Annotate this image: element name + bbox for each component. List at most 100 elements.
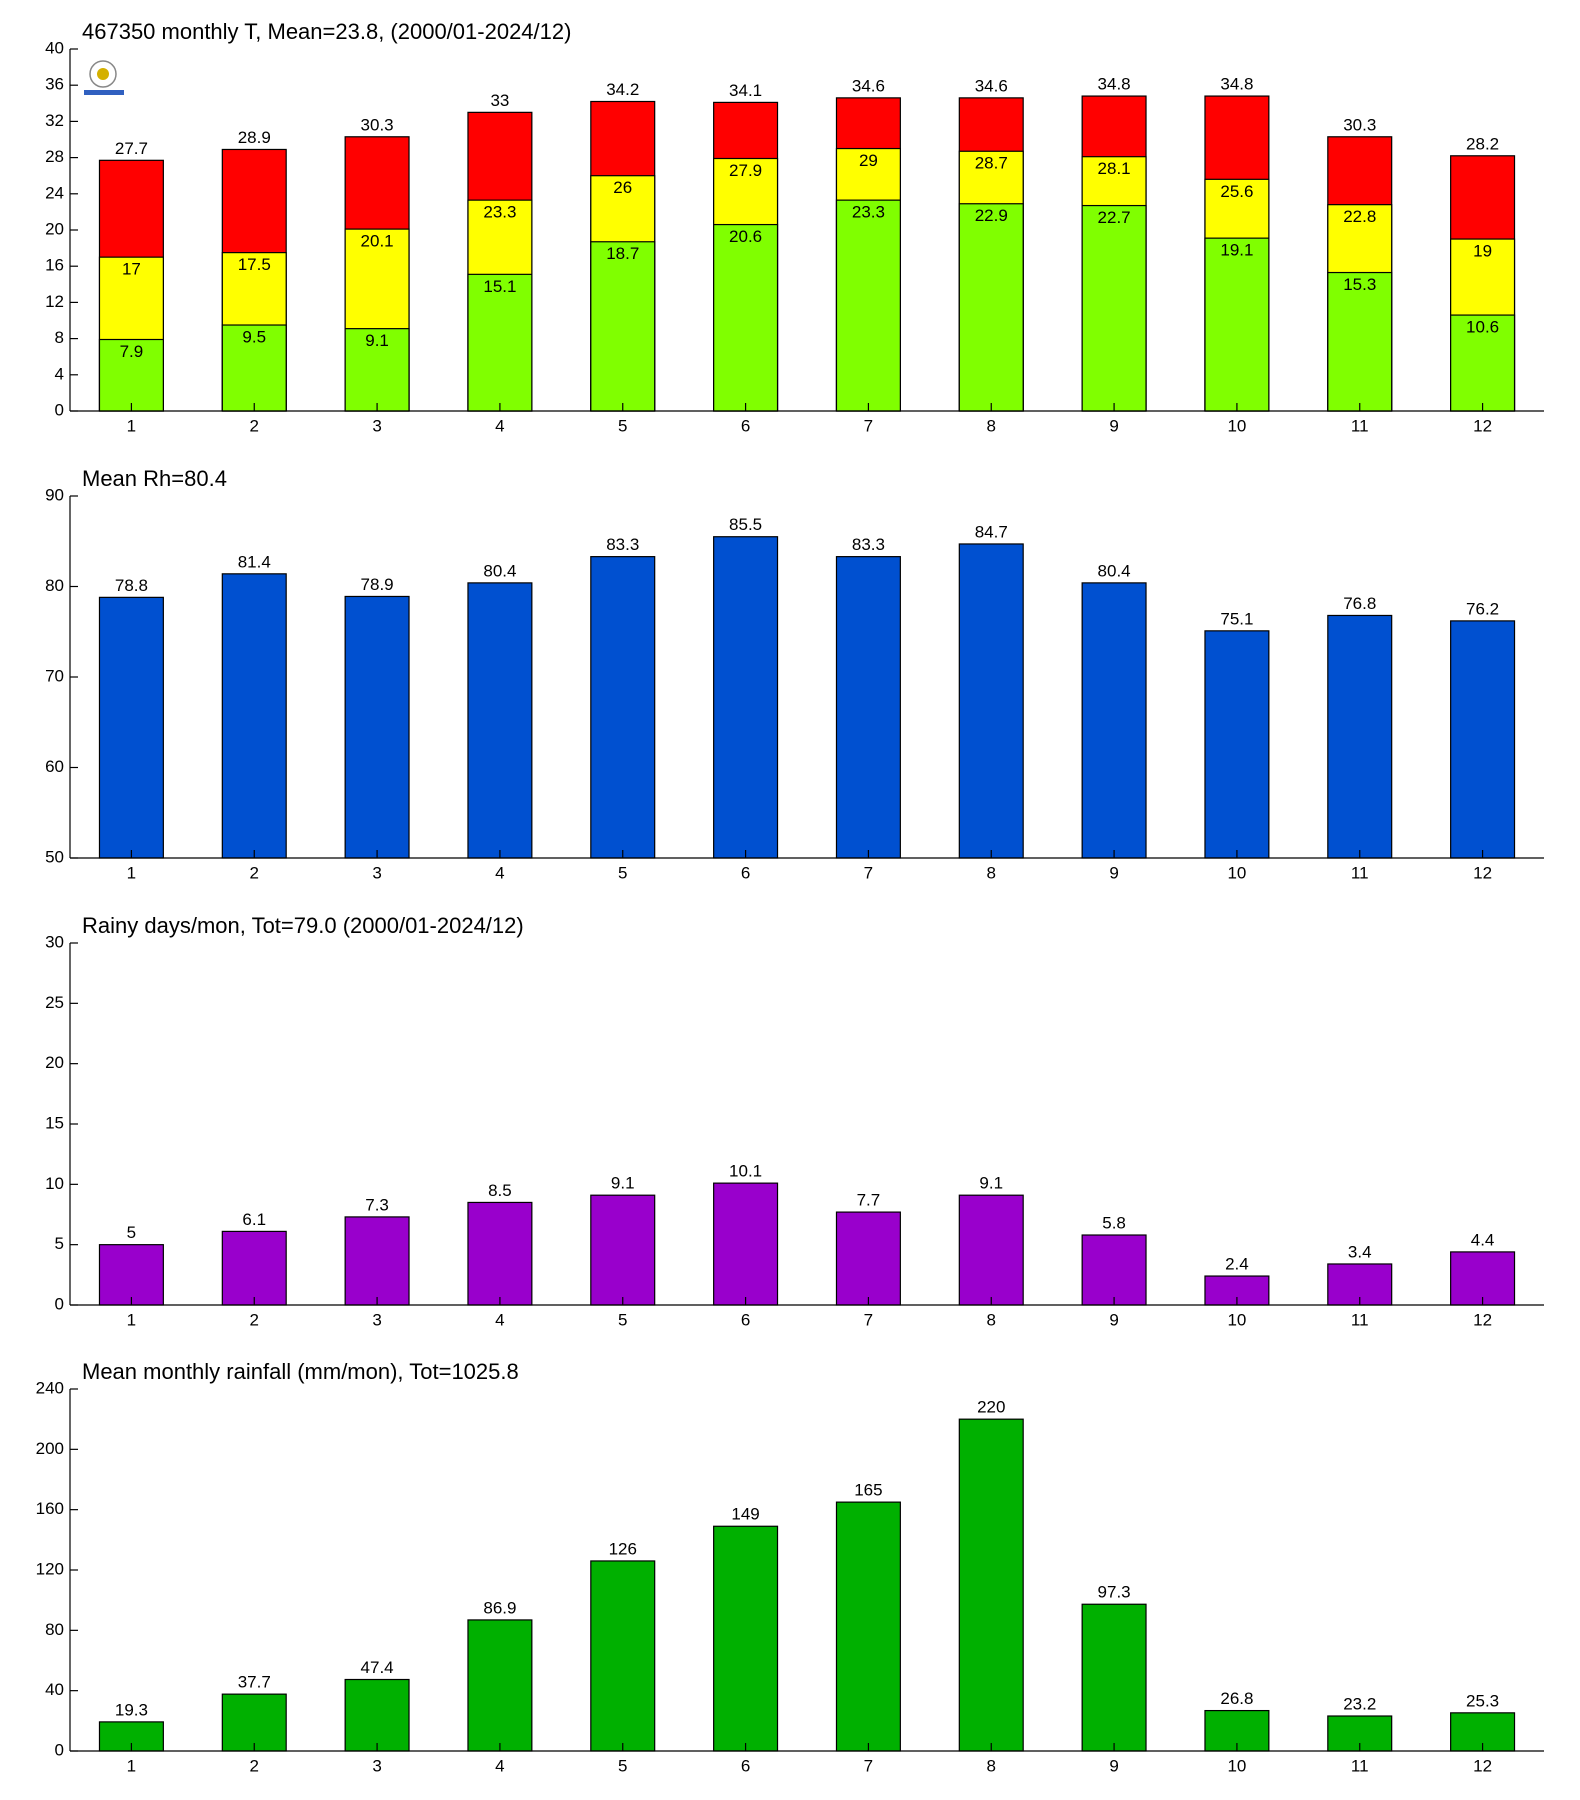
bar: [1327, 614, 1393, 859]
bar: [1081, 1603, 1147, 1752]
value-label: 7.9: [120, 342, 144, 361]
value-label: 26: [613, 178, 632, 197]
value-label: 19.3: [115, 1700, 148, 1719]
bar: [1081, 1234, 1147, 1306]
value-label: 78.9: [361, 575, 394, 594]
bar: [713, 536, 779, 859]
bar: [958, 1194, 1024, 1306]
bar: [221, 1230, 287, 1306]
y-tick-label: 80: [45, 576, 64, 595]
x-tick-label: 1: [127, 863, 136, 882]
value-label: 33: [490, 91, 509, 110]
bar: [835, 199, 901, 412]
chart-title: Mean monthly rainfall (mm/mon), Tot=1025…: [82, 1359, 519, 1384]
x-tick-label: 1: [127, 1756, 136, 1775]
value-label: 85.5: [729, 515, 762, 534]
x-tick-label: 11: [1351, 416, 1369, 435]
bar: [344, 595, 410, 859]
value-label: 28.2: [1466, 134, 1499, 153]
value-label: 34.8: [1098, 75, 1131, 94]
y-tick-label: 28: [45, 147, 64, 166]
value-label: 76.2: [1466, 599, 1499, 618]
value-label: 34.8: [1220, 75, 1253, 94]
bar: [467, 582, 533, 859]
value-label: 27.7: [115, 139, 148, 158]
value-label: 3.4: [1348, 1242, 1372, 1261]
bar: [1450, 314, 1516, 412]
value-label: 5: [127, 1223, 136, 1242]
value-label: 5.8: [1102, 1213, 1126, 1232]
x-tick-label: 3: [372, 416, 381, 435]
value-label: 26.8: [1220, 1689, 1253, 1708]
bar: [1081, 582, 1147, 859]
value-label: 20.6: [729, 227, 762, 246]
y-tick-label: 120: [36, 1559, 64, 1578]
value-label: 7.3: [365, 1195, 389, 1214]
chart-title: Mean Rh=80.4: [82, 466, 227, 491]
bar: [590, 1560, 656, 1752]
bar: [467, 273, 533, 412]
y-tick-label: 10: [45, 1174, 64, 1193]
x-tick-label: 7: [864, 1756, 873, 1775]
x-tick-label: 2: [250, 863, 259, 882]
x-tick-label: 3: [372, 1756, 381, 1775]
value-label: 20.1: [361, 232, 394, 251]
y-tick-label: 70: [45, 666, 64, 685]
x-tick-label: 7: [864, 1310, 873, 1329]
y-tick-label: 15: [45, 1113, 64, 1132]
value-label: 97.3: [1098, 1583, 1131, 1602]
value-label: 30.3: [1343, 115, 1376, 134]
x-tick-label: 10: [1227, 863, 1246, 882]
value-label: 25.3: [1466, 1691, 1499, 1710]
value-label: 126: [609, 1539, 637, 1558]
value-label: 19: [1473, 242, 1492, 261]
value-label: 2.4: [1225, 1255, 1249, 1274]
value-label: 22.7: [1098, 208, 1131, 227]
bar: [467, 1619, 533, 1752]
x-tick-label: 3: [372, 863, 381, 882]
x-tick-label: 7: [864, 863, 873, 882]
bar: [713, 223, 779, 412]
value-label: 23.3: [483, 203, 516, 222]
x-tick-label: 6: [741, 1756, 750, 1775]
x-tick-label: 9: [1109, 416, 1118, 435]
bar: [835, 1211, 901, 1306]
bar: [1450, 1251, 1516, 1306]
x-tick-label: 5: [618, 1756, 627, 1775]
y-tick-label: 24: [45, 183, 64, 202]
y-tick-label: 8: [55, 328, 64, 347]
y-tick-label: 4: [55, 364, 64, 383]
value-label: 18.7: [606, 244, 639, 263]
bar: [958, 1418, 1024, 1752]
bar: [467, 1201, 533, 1306]
bar: [221, 1693, 287, 1752]
bar: [344, 1678, 410, 1752]
y-tick-label: 30: [45, 932, 64, 951]
y-tick-label: 40: [45, 1680, 64, 1699]
value-label: 34.1: [729, 81, 762, 100]
bar: [98, 338, 164, 412]
x-tick-label: 11: [1351, 1310, 1369, 1329]
x-tick-label: 1: [127, 416, 136, 435]
value-label: 28.1: [1098, 159, 1131, 178]
x-tick-label: 12: [1473, 416, 1492, 435]
value-label: 76.8: [1343, 594, 1376, 613]
bar: [590, 241, 656, 412]
chart-title: Rainy days/mon, Tot=79.0 (2000/01-2024/1…: [82, 913, 524, 938]
x-tick-label: 11: [1351, 1756, 1369, 1775]
value-label: 15.1: [483, 277, 516, 296]
bar: [590, 1194, 656, 1306]
y-tick-label: 20: [45, 1053, 64, 1072]
value-label: 75.1: [1220, 609, 1253, 628]
value-label: 81.4: [238, 552, 271, 571]
bar: [590, 556, 656, 859]
y-tick-label: 160: [36, 1499, 64, 1518]
x-tick-label: 11: [1351, 863, 1369, 882]
value-label: 6.1: [242, 1210, 266, 1229]
x-tick-label: 8: [987, 1756, 996, 1775]
value-label: 27.9: [729, 161, 762, 180]
y-tick-label: 40: [45, 38, 64, 57]
value-label: 37.7: [238, 1673, 271, 1692]
x-tick-label: 9: [1109, 863, 1118, 882]
bar: [713, 1525, 779, 1752]
